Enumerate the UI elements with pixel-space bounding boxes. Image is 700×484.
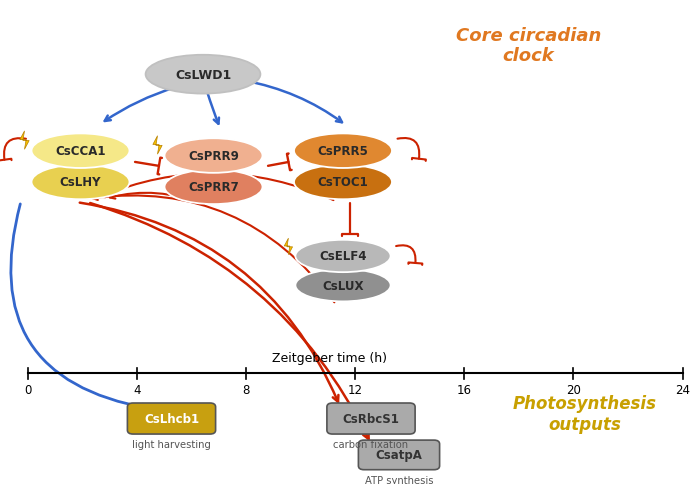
Text: 24: 24 bbox=[675, 383, 690, 396]
Text: 20: 20 bbox=[566, 383, 581, 396]
Ellipse shape bbox=[146, 56, 260, 94]
Ellipse shape bbox=[164, 170, 262, 205]
FancyBboxPatch shape bbox=[327, 403, 415, 434]
Text: CsLHY: CsLHY bbox=[60, 176, 102, 189]
Polygon shape bbox=[284, 239, 293, 255]
Text: CsLUX: CsLUX bbox=[322, 279, 364, 292]
Text: CsLhcb1: CsLhcb1 bbox=[144, 412, 199, 425]
Text: 12: 12 bbox=[348, 383, 363, 396]
Text: CsLWD1: CsLWD1 bbox=[175, 69, 231, 81]
Text: CsPRR7: CsPRR7 bbox=[188, 181, 239, 194]
Text: Photosynthesis
outputs: Photosynthesis outputs bbox=[512, 394, 657, 433]
Ellipse shape bbox=[295, 240, 391, 272]
Text: CsELF4: CsELF4 bbox=[319, 250, 367, 263]
Text: 0: 0 bbox=[25, 383, 32, 396]
Text: CsCCA1: CsCCA1 bbox=[55, 145, 106, 158]
Text: 4: 4 bbox=[133, 383, 141, 396]
Text: Zeitgeber time (h): Zeitgeber time (h) bbox=[272, 351, 386, 364]
FancyBboxPatch shape bbox=[127, 403, 216, 434]
Text: ATP synthesis: ATP synthesis bbox=[365, 474, 433, 484]
FancyBboxPatch shape bbox=[358, 440, 440, 469]
Ellipse shape bbox=[32, 166, 130, 200]
Text: CsRbcS1: CsRbcS1 bbox=[342, 412, 400, 425]
Polygon shape bbox=[153, 136, 162, 155]
Text: CsPRR9: CsPRR9 bbox=[188, 150, 239, 163]
Polygon shape bbox=[20, 132, 29, 150]
Text: CsTOC1: CsTOC1 bbox=[318, 176, 368, 189]
Text: light harvesting: light harvesting bbox=[132, 439, 211, 449]
Ellipse shape bbox=[295, 270, 391, 302]
Text: 8: 8 bbox=[242, 383, 250, 396]
Text: CsatpA: CsatpA bbox=[376, 449, 422, 461]
Ellipse shape bbox=[294, 166, 392, 200]
Text: Core circadian
clock: Core circadian clock bbox=[456, 27, 601, 65]
Text: CsPRR5: CsPRR5 bbox=[318, 145, 368, 158]
Text: 16: 16 bbox=[457, 383, 472, 396]
Ellipse shape bbox=[294, 134, 392, 168]
Ellipse shape bbox=[164, 139, 262, 173]
Text: carbon fixation: carbon fixation bbox=[333, 439, 409, 449]
Ellipse shape bbox=[32, 134, 130, 168]
